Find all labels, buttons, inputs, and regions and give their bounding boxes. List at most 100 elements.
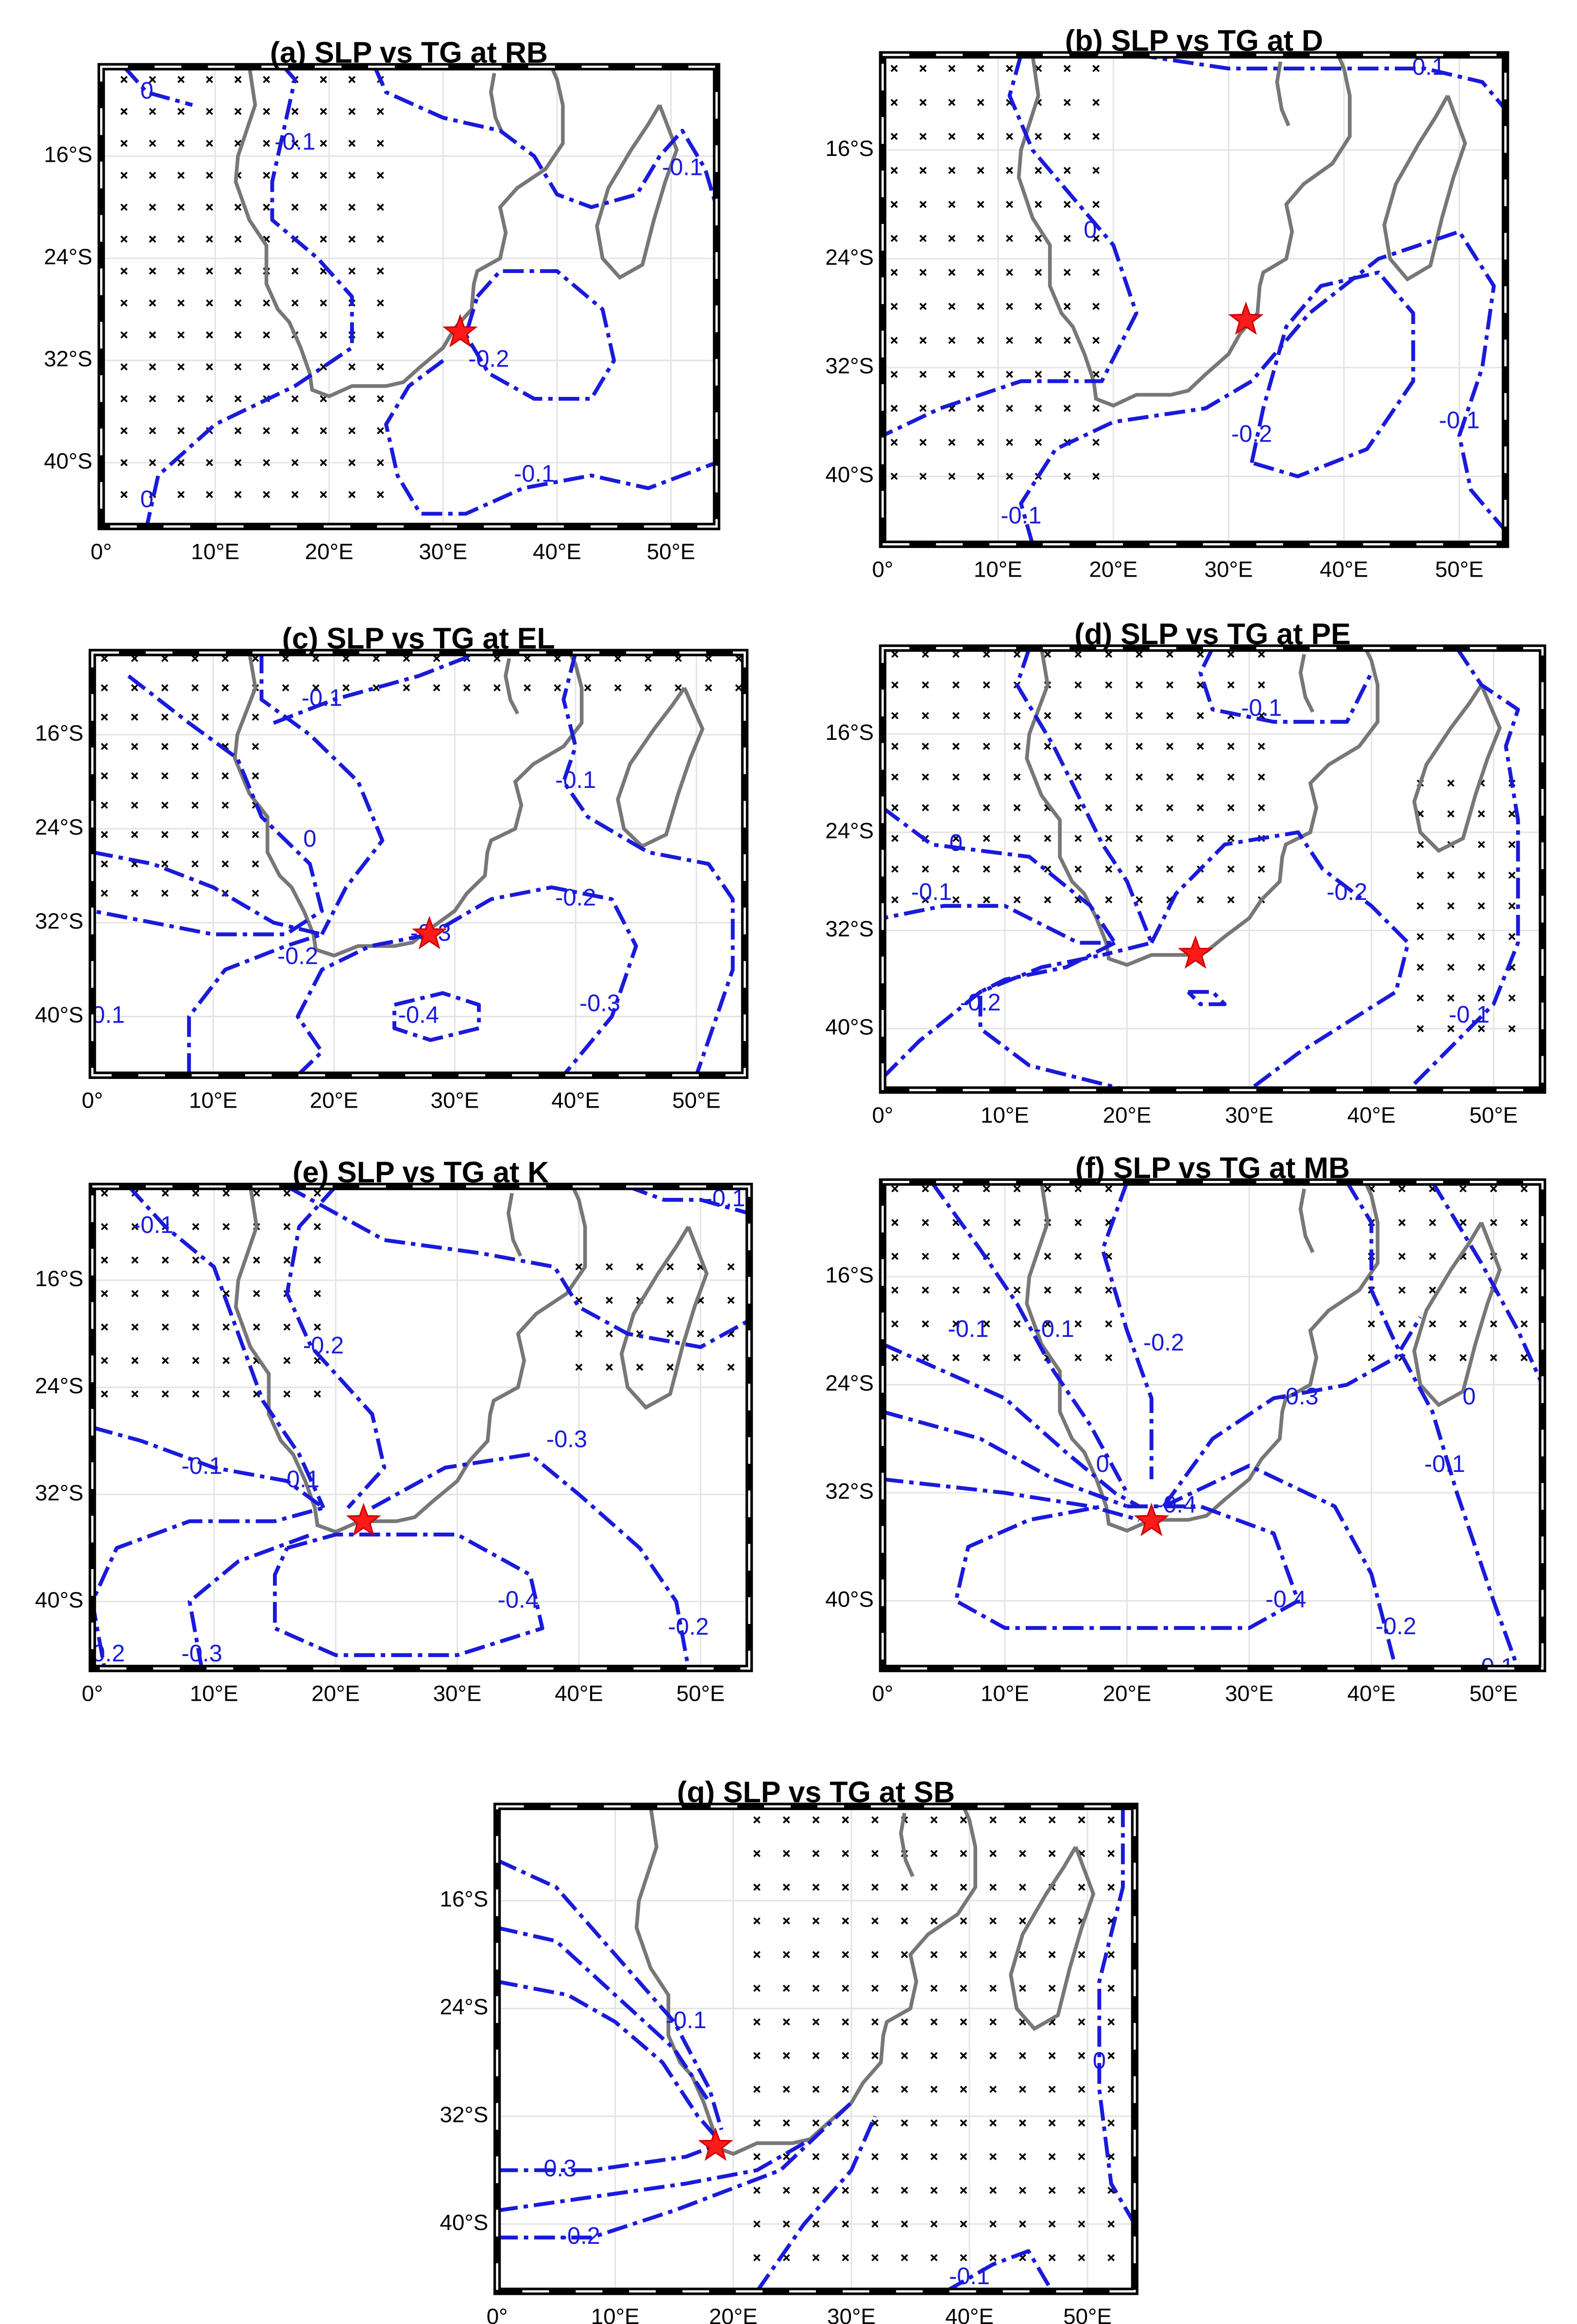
panel-title: (f) SLP vs TG at MB	[1075, 1151, 1350, 1184]
lat-tick-label: 32°S	[440, 2102, 488, 2127]
contour-label: -0.1	[302, 685, 342, 711]
contour-label: -0.3	[546, 1426, 587, 1452]
contour-label: -0.1	[1449, 1002, 1490, 1028]
map-background	[92, 1186, 749, 1669]
lon-tick-label: 40°E	[1347, 1681, 1396, 1706]
contour-label: -0.1	[949, 2263, 990, 2290]
lon-tick-label: 40°E	[551, 1088, 600, 1112]
map-area: -0.1 -0.1-0.2-0.30-0.4-0.4-0.2-0.10-0.1	[882, 1182, 1543, 1669]
lon-tick-label: 0°	[872, 557, 893, 581]
contour-line	[371, 1452, 691, 1669]
lon-tick-label: 30°E	[827, 2304, 876, 2324]
contour-line	[384, 359, 717, 516]
map-panel: -0.1 -0.1-0.2-0.30-0.4-0.4-0.2-0.10-0.1(f…	[825, 1151, 1546, 1706]
panel-title: (b) SLP vs TG at D	[1065, 24, 1323, 57]
contour-line	[1345, 1182, 1520, 1669]
coastline	[504, 658, 520, 715]
contour-line	[561, 652, 735, 1076]
contour-label: -0.1	[1241, 695, 1282, 721]
contour-label: -0.1	[274, 129, 315, 155]
tide-gauge-star	[346, 1503, 381, 1537]
lat-tick-label: 24°S	[440, 1995, 488, 2019]
coastline	[233, 652, 584, 958]
significance-marks	[890, 65, 1100, 480]
lon-tick-label: 30°E	[1225, 1103, 1273, 1128]
contour-label: -0.1	[1034, 1316, 1074, 1342]
contour-line	[882, 953, 1103, 1079]
contour-line	[272, 1532, 544, 1658]
contour-line	[882, 54, 1138, 438]
map-panel: -0.1 -0.3 -0.2 0 -0.1 (g) SLP vs TG at SB 0° 10…	[440, 1776, 1139, 2324]
contour-line	[978, 941, 1128, 1090]
contour-label: -0.2	[1375, 1613, 1416, 1640]
contour-label: -0.3	[536, 2155, 577, 2182]
contour-label: 0	[1084, 217, 1097, 243]
contour-line	[122, 67, 193, 107]
panel-title: (g) SLP vs TG at SB	[677, 1776, 955, 1809]
contour-label: -0.1	[1439, 407, 1480, 433]
coastline	[1412, 684, 1502, 853]
contour-label: -0.4	[1155, 1492, 1196, 1518]
coastline	[595, 104, 679, 280]
coastline	[234, 67, 565, 398]
lon-tick-label: 20°E	[709, 2304, 758, 2324]
lon-tick-label: 40°E	[1347, 1103, 1396, 1128]
tide-gauge-star	[1178, 935, 1213, 969]
contour-label: -0.4	[398, 1002, 439, 1028]
map-background	[882, 54, 1506, 545]
contour-line	[392, 991, 481, 1042]
lon-tick-label: 20°E	[1089, 557, 1137, 581]
contour-label: -0.2	[1231, 421, 1272, 447]
lat-tick-label: 24°S	[44, 244, 92, 269]
lon-tick-label: 10°E	[591, 2304, 640, 2324]
map-area: -0.1 0 -0.2 -0.1 -0.1	[882, 54, 1506, 545]
map-area: -0.1 -0.1 -0.2 -0.1 -0.1 -0.3 -0.4 -0.2 -0.2 -0.3	[92, 1186, 749, 1669]
contour-label: -0.2	[960, 990, 1001, 1016]
contour-line	[755, 2115, 877, 2291]
contour-label: -0.1	[948, 1316, 988, 1342]
lon-tick-label: 50°E	[677, 1681, 725, 1706]
coastline	[1025, 1182, 1380, 1533]
contour-label: -0.1	[514, 461, 555, 487]
contour-line	[1015, 648, 1153, 957]
contour-line	[1431, 1182, 1543, 1386]
contour-line	[285, 1186, 387, 1509]
lat-tick-label: 32°S	[825, 1479, 874, 1504]
coastline	[1009, 1846, 1096, 2032]
contour-line	[1162, 1316, 1422, 1508]
coastline	[1382, 95, 1467, 282]
coastline	[1017, 54, 1352, 408]
contour-line	[882, 806, 1117, 945]
map-panel: -0.1 -0.1 -0.2 -0.1 -0.1 -0.3 -0.4 -0.2 -0.2 -0.3…	[35, 1156, 753, 1706]
significance-marks	[101, 1189, 735, 1398]
contour-label: -0.2	[303, 1333, 344, 1359]
significance-marks	[120, 76, 384, 498]
contour-line	[1407, 648, 1520, 1090]
lon-tick-label: 30°E	[431, 1088, 479, 1112]
contour-label: -0.1	[279, 1467, 320, 1493]
map-frame-inner	[496, 1805, 1136, 2293]
map-background	[101, 67, 717, 527]
map-frame	[97, 63, 721, 530]
lat-tick-label: 32°S	[825, 916, 874, 941]
lat-tick-label: 16°S	[440, 1887, 488, 1912]
contour-line	[286, 1186, 749, 1349]
lon-tick-label: 10°E	[191, 539, 239, 564]
lon-tick-label: 0°	[82, 1088, 103, 1112]
map-panel: -0.10-0.1-0.3-0.2-0.2-0.4-0.3-0.1(c) SLP…	[35, 622, 749, 1112]
contour-label: 0	[1462, 1384, 1475, 1410]
tide-gauge-star	[1228, 301, 1264, 335]
contour-line	[497, 1858, 724, 2131]
lon-tick-label: 0°	[872, 1681, 893, 1706]
map-frame-inner	[882, 1180, 1544, 1670]
map-area: 0 -0.1 -0.1 -0.2 0 -0.1	[101, 67, 717, 527]
lat-tick-label: 16°S	[35, 721, 84, 746]
coastline	[1412, 1221, 1502, 1407]
coastline	[506, 1193, 523, 1257]
contour-label: -0.2	[668, 1614, 709, 1640]
contour-label: -0.3	[1278, 1384, 1319, 1410]
map-panel: 0 -0.1 -0.1 -0.2 0 -0.1 (a) SLP vs TG at RB 0° 1…	[44, 36, 721, 564]
map-area: -0.10-0.1-0.3-0.2-0.2-0.4-0.3-0.1	[92, 652, 745, 1076]
coastline	[616, 686, 705, 849]
